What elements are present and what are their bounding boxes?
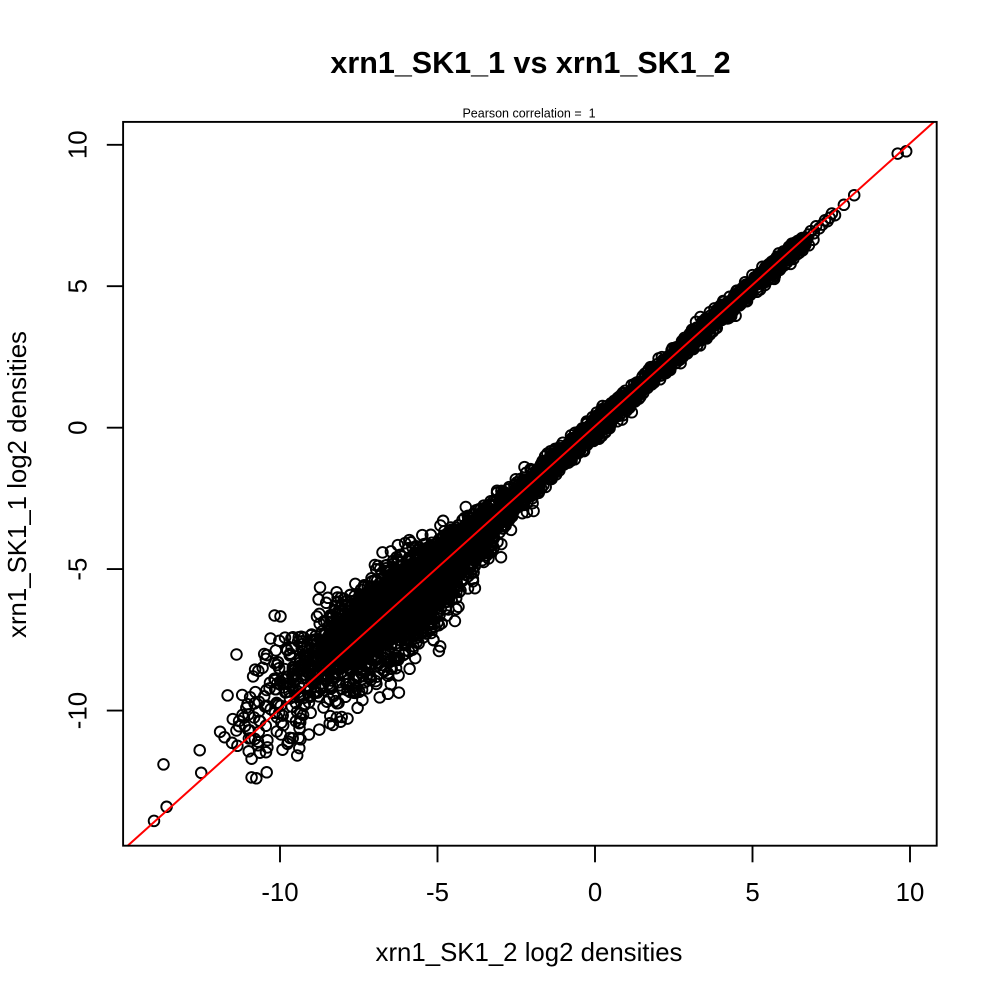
svg-text:5: 5: [745, 879, 759, 907]
svg-text:xrn1_SK1_1 vs xrn1_SK1_2: xrn1_SK1_1 vs xrn1_SK1_2: [330, 46, 730, 80]
svg-text:10: 10: [65, 130, 93, 159]
svg-text:xrn1_SK1_2 log2 densities: xrn1_SK1_2 log2 densities: [376, 939, 683, 967]
svg-text:-10: -10: [261, 879, 298, 907]
svg-text:-5: -5: [426, 879, 449, 907]
svg-text:Pearson correlation = 1: Pearson correlation = 1: [462, 107, 595, 121]
svg-text:10: 10: [896, 879, 925, 907]
svg-text:0: 0: [588, 879, 602, 907]
